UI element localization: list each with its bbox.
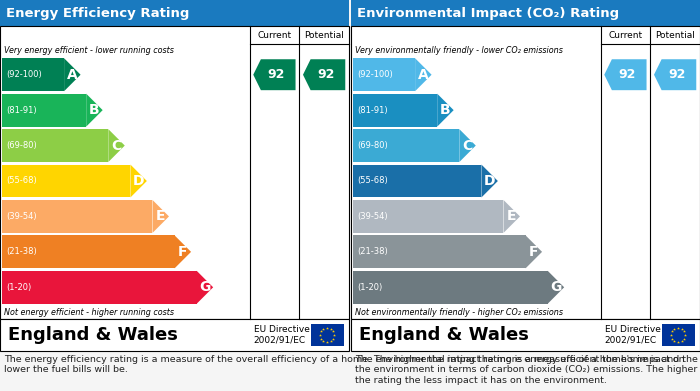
Text: The energy efficiency rating is a measure of the overall efficiency of a home. T: The energy efficiency rating is a measur…	[4, 355, 698, 375]
Bar	[2, 58, 64, 91]
Text: (92-100): (92-100)	[6, 70, 42, 79]
Text: Current: Current	[258, 30, 291, 39]
Text: B: B	[89, 103, 99, 117]
Text: EU Directive
2002/91/EC: EU Directive 2002/91/EC	[253, 325, 309, 345]
Text: (55-68): (55-68)	[6, 176, 36, 185]
Bar	[353, 129, 459, 162]
Text: The environmental impact rating is a measure of a home's impact on the environme: The environmental impact rating is a mea…	[355, 355, 697, 385]
Bar	[0, 319, 349, 351]
Text: (21-38): (21-38)	[6, 248, 36, 256]
Text: (1-20): (1-20)	[357, 283, 382, 292]
Text: 92: 92	[619, 68, 636, 81]
Bar	[0, 26, 349, 319]
Bar	[351, 26, 700, 319]
Bar	[311, 324, 344, 346]
Text: Not energy efficient - higher running costs: Not energy efficient - higher running co…	[4, 308, 174, 317]
Text: (1-20): (1-20)	[6, 283, 32, 292]
Text: B: B	[440, 103, 451, 117]
Bar	[2, 94, 86, 127]
Text: (55-68): (55-68)	[357, 176, 388, 185]
Text: Very environmentally friendly - lower CO₂ emissions: Very environmentally friendly - lower CO…	[355, 46, 563, 55]
Text: (69-80): (69-80)	[6, 141, 36, 150]
Polygon shape	[130, 165, 147, 197]
Text: 92: 92	[668, 68, 686, 81]
Bar	[353, 271, 547, 304]
Text: (39-54): (39-54)	[6, 212, 36, 221]
Polygon shape	[64, 58, 81, 91]
Text: (39-54): (39-54)	[357, 212, 388, 221]
Polygon shape	[415, 58, 432, 91]
Text: Environmental Impact (CO₂) Rating: Environmental Impact (CO₂) Rating	[357, 7, 619, 20]
Text: A: A	[418, 68, 428, 82]
Polygon shape	[459, 129, 476, 162]
Bar	[2, 271, 197, 304]
Bar	[353, 235, 526, 268]
Text: (21-38): (21-38)	[357, 248, 388, 256]
Polygon shape	[526, 235, 542, 268]
Bar	[353, 94, 438, 127]
Text: E: E	[156, 210, 165, 223]
Text: England & Wales: England & Wales	[359, 326, 529, 344]
Text: Potential: Potential	[304, 30, 344, 39]
Bar	[2, 129, 108, 162]
Bar	[662, 324, 694, 346]
Bar	[0, 0, 349, 26]
Text: (81-91): (81-91)	[357, 106, 388, 115]
Bar	[351, 319, 700, 351]
Text: Potential: Potential	[655, 30, 695, 39]
Polygon shape	[604, 59, 647, 90]
Text: F: F	[529, 245, 538, 259]
Text: Energy Efficiency Rating: Energy Efficiency Rating	[6, 7, 190, 20]
Text: Current: Current	[608, 30, 643, 39]
Bar	[2, 165, 130, 197]
Text: (81-91): (81-91)	[6, 106, 36, 115]
Text: C: C	[463, 138, 473, 152]
Bar	[353, 58, 415, 91]
Polygon shape	[197, 271, 214, 304]
Polygon shape	[153, 200, 169, 233]
Text: 92: 92	[318, 68, 335, 81]
Polygon shape	[174, 235, 191, 268]
Text: Very energy efficient - lower running costs: Very energy efficient - lower running co…	[4, 46, 174, 55]
Polygon shape	[253, 59, 295, 90]
Text: EU Directive
2002/91/EC: EU Directive 2002/91/EC	[605, 325, 660, 345]
Polygon shape	[86, 94, 103, 127]
Polygon shape	[108, 129, 125, 162]
Polygon shape	[547, 271, 564, 304]
Text: England & Wales: England & Wales	[8, 326, 178, 344]
Bar	[2, 235, 174, 268]
Text: (69-80): (69-80)	[357, 141, 388, 150]
Polygon shape	[654, 59, 696, 90]
Text: Not environmentally friendly - higher CO₂ emissions: Not environmentally friendly - higher CO…	[355, 308, 563, 317]
Text: D: D	[133, 174, 144, 188]
Polygon shape	[482, 165, 498, 197]
Text: (92-100): (92-100)	[357, 70, 393, 79]
Text: G: G	[199, 280, 211, 294]
Polygon shape	[303, 59, 345, 90]
Bar	[351, 0, 700, 26]
Polygon shape	[503, 200, 520, 233]
Polygon shape	[438, 94, 454, 127]
Text: A: A	[67, 68, 78, 82]
Text: D: D	[484, 174, 496, 188]
Text: 92: 92	[268, 68, 285, 81]
Text: G: G	[550, 280, 561, 294]
Text: F: F	[178, 245, 188, 259]
Bar	[2, 200, 153, 233]
Bar	[353, 200, 503, 233]
Text: C: C	[111, 138, 122, 152]
Text: E: E	[507, 210, 517, 223]
Bar	[353, 165, 482, 197]
